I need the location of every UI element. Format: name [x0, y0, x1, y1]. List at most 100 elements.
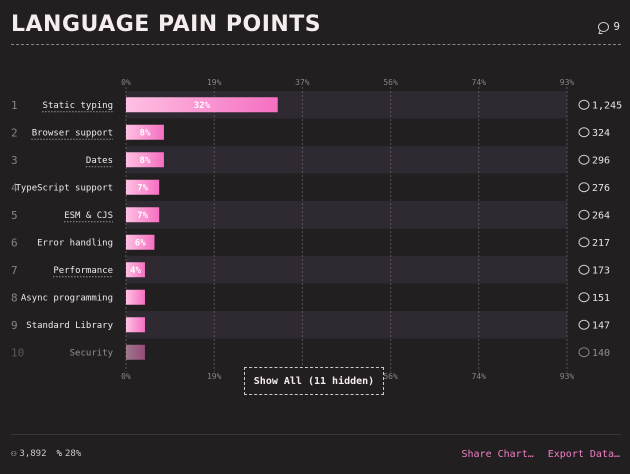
- row-band: [126, 311, 567, 339]
- bar-value-label: 4%: [130, 266, 141, 276]
- share-chart-link[interactable]: Share Chart…: [461, 449, 534, 460]
- bar: [126, 124, 164, 140]
- bar: [126, 179, 160, 195]
- chart-row: 6 Error handling 6% 217: [11, 234, 610, 250]
- row-rank: 9: [11, 319, 18, 332]
- chart-row: 8 Async programming 151: [11, 289, 610, 305]
- bar-value-label: 7%: [137, 183, 148, 193]
- x-tick-label-top: 74%: [472, 78, 487, 87]
- comment-icon: [578, 154, 590, 165]
- export-data-link[interactable]: Export Data…: [547, 449, 620, 460]
- bar-value-label: 8%: [140, 128, 151, 138]
- percent-stat: % 28%: [57, 449, 82, 459]
- bar: [126, 344, 145, 360]
- comment-icon: [578, 127, 590, 138]
- person-icon: ⚇: [11, 449, 17, 459]
- bar: [126, 234, 155, 250]
- x-tick-label-top: 19%: [207, 78, 222, 87]
- comment-count-label: 1,245: [592, 100, 622, 111]
- comment-count-label: 140: [592, 348, 610, 359]
- category-label: Standard Library: [26, 321, 113, 331]
- comment-count-label: 276: [592, 183, 610, 194]
- category-label: Performance: [53, 266, 113, 276]
- row-rank: 6: [11, 236, 18, 249]
- x-tick-label-bottom: 0%: [121, 372, 131, 381]
- x-tick-label-top: 56%: [383, 78, 398, 87]
- comment-icon: [578, 347, 590, 358]
- footer-divider: [11, 434, 621, 435]
- comment-count-value: 9: [613, 20, 620, 33]
- bar-value-label: 32%: [194, 101, 211, 111]
- row-band: [126, 256, 567, 284]
- respondents-value: 3,892: [19, 449, 47, 459]
- bar-value-label: 7%: [137, 211, 148, 221]
- category-label: Error handling: [37, 238, 113, 248]
- chart-row: 10 Security 140: [11, 344, 610, 360]
- comment-count-label: 296: [592, 155, 610, 166]
- x-tick-label-top: 93%: [560, 78, 575, 87]
- chart-row: 9 Standard Library 147: [11, 317, 610, 333]
- respondents-stat: ⚇ 3,892: [11, 449, 47, 459]
- row-band: [126, 201, 567, 229]
- comment-count-label: 264: [592, 210, 610, 221]
- x-tick-label-top: 37%: [295, 78, 310, 87]
- comment-icon: [578, 182, 590, 193]
- percent-value: 28%: [64, 449, 82, 459]
- chart-row: 1 Static typing 32% 1,245: [11, 97, 622, 113]
- comment-count-label: 324: [592, 128, 610, 139]
- comment-count-label: 173: [592, 265, 610, 276]
- comment-icon: [578, 292, 590, 303]
- comment-icon: [578, 264, 590, 275]
- comment-icon: [578, 237, 590, 248]
- row-band: [126, 146, 567, 174]
- bar: [126, 289, 145, 305]
- comment-icon: [578, 319, 590, 330]
- category-label: Static typing: [43, 101, 113, 111]
- chart-row: 5 ESM & CJS 7% 264: [11, 207, 610, 223]
- bar: [126, 317, 145, 333]
- row-rank: 10: [11, 346, 24, 359]
- category-label: TypeScript support: [15, 183, 113, 193]
- bar: [126, 97, 278, 113]
- chart-title: LANGUAGE PAIN POINTS: [11, 12, 322, 37]
- row-rank: 5: [11, 209, 18, 222]
- category-label: Security: [70, 348, 114, 358]
- bar: [126, 207, 160, 223]
- chart-row: 2 Browser support 8% 324: [11, 124, 610, 140]
- comment-icon: [598, 21, 610, 32]
- bar-value-label: 8%: [140, 156, 151, 166]
- row-rank: 1: [11, 99, 18, 112]
- row-rank: 3: [11, 154, 18, 167]
- bar-value-label: 6%: [135, 238, 146, 248]
- comment-count-label: 217: [592, 238, 610, 249]
- row-rank: 8: [11, 291, 18, 304]
- percent-icon: %: [56, 449, 62, 459]
- row-rank: 7: [11, 264, 18, 277]
- comment-count-label: 151: [592, 293, 610, 304]
- x-tick-label-bottom: 56%: [383, 372, 398, 381]
- footer-actions: Share Chart… Export Data…: [462, 449, 621, 460]
- comment-count[interactable]: 9: [598, 20, 620, 33]
- bar-chart: 0%0%19%19%37%37%56%56%74%74%93%93%1Stati…: [11, 78, 622, 381]
- category-label: ESM & CJS: [64, 211, 113, 221]
- x-tick-label-bottom: 19%: [207, 372, 222, 381]
- show-all-button[interactable]: Show All (11 hidden): [244, 367, 384, 395]
- category-label: Browser support: [32, 128, 113, 138]
- bar: [126, 262, 145, 278]
- bar: [126, 152, 164, 168]
- x-tick-label-bottom: 93%: [560, 372, 575, 381]
- title-divider: [11, 44, 621, 45]
- chart-row: 3 Dates 8% 296: [11, 152, 610, 168]
- comment-count-label: 147: [592, 320, 610, 331]
- footer-stats: ⚇ 3,892 % 28%: [11, 449, 81, 459]
- x-tick-label-bottom: 74%: [472, 372, 487, 381]
- comment-icon: [578, 99, 590, 110]
- row-rank: 2: [11, 126, 18, 139]
- category-label: Async programming: [21, 293, 113, 303]
- category-label: Dates: [86, 156, 113, 166]
- x-tick-label-top: 0%: [121, 78, 131, 87]
- comment-icon: [578, 209, 590, 220]
- chart-row: 7 Performance 4% 173: [11, 262, 610, 278]
- row-rank: 4: [11, 181, 18, 194]
